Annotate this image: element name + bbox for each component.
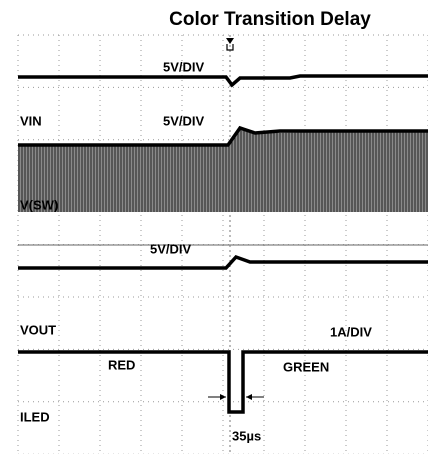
trace-vin [18,125,428,147]
arrow-right-head [246,394,252,400]
state-label: GREEN [283,359,329,374]
trace-vout [18,254,428,270]
trigger-u [226,44,234,51]
channel-label: ILED [20,409,50,424]
delay-label: 35µs [232,428,261,443]
title: Color Transition Delay [169,9,371,30]
channel-label: VOUT [20,322,56,337]
trigger-marker [226,38,234,44]
state-label: RED [108,357,135,372]
channel-label: VIN [20,113,42,128]
channel-label: V(SW) [20,197,58,212]
scale-label: 5V/DIV [150,241,192,256]
scale-label: 5V/DIV [163,59,205,74]
scale-label: 5V/DIV [163,113,205,128]
trace-iled [18,350,428,414]
vsw-band [18,130,428,212]
arrow-left-head [220,394,226,400]
scale-label: 1A/DIV [330,324,372,339]
trace-ch1 [18,74,428,88]
